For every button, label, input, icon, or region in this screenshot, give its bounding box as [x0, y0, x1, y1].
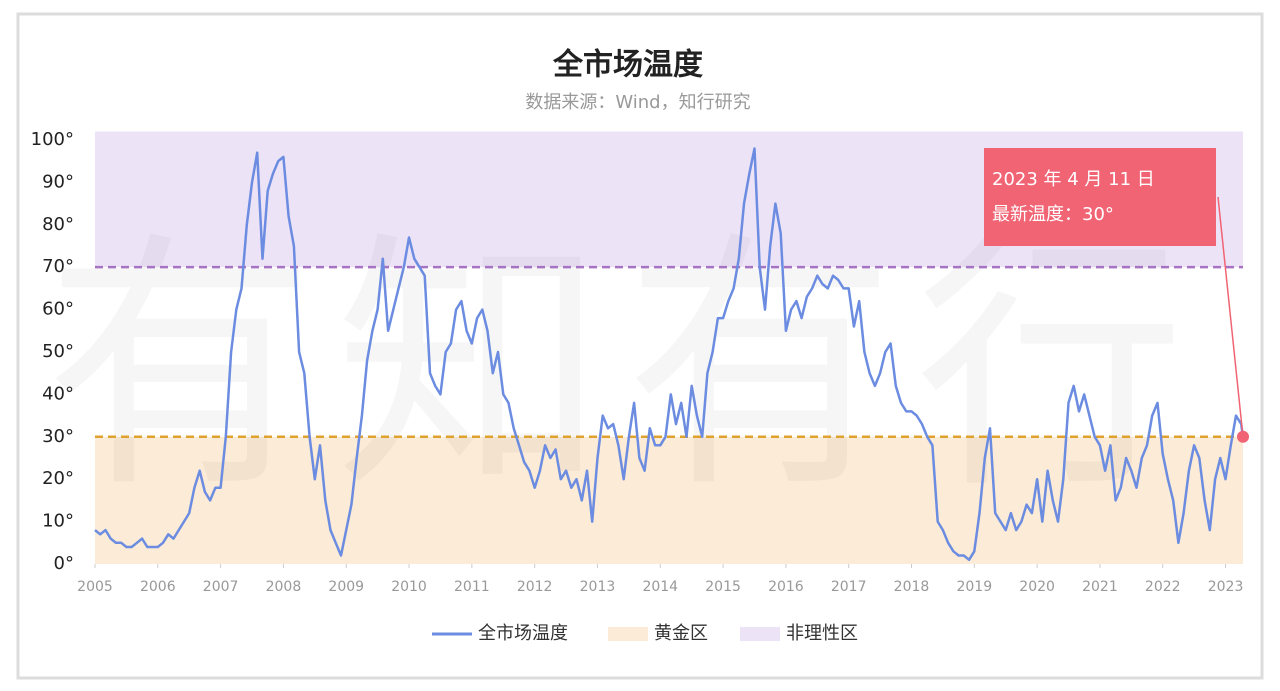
legend-swatch — [740, 627, 780, 641]
y-tick-label: 70° — [42, 256, 74, 277]
legend-label: 全市场温度 — [478, 623, 568, 644]
x-tick-label: 2008 — [266, 579, 302, 595]
annotation-box — [984, 148, 1216, 246]
chart-subtitle: 数据来源：Wind，知行研究 — [525, 92, 750, 113]
chart-title: 全市场温度 — [552, 48, 703, 83]
y-tick-label: 90° — [42, 171, 74, 192]
legend-label: 黄金区 — [654, 623, 708, 644]
legend-swatch — [608, 627, 648, 641]
y-tick-label: 0° — [54, 553, 74, 574]
latest-point — [1237, 430, 1249, 443]
y-tick-label: 50° — [42, 341, 74, 362]
y-tick-label: 30° — [42, 426, 74, 447]
y-tick-label: 100° — [31, 129, 74, 150]
y-tick-label: 20° — [42, 468, 74, 489]
x-tick-label: 2007 — [203, 579, 239, 595]
y-tick-label: 80° — [42, 214, 74, 235]
annotation-text: 2023 年 4 月 11 日 — [992, 169, 1155, 190]
annotation-text: 最新温度：30° — [992, 204, 1114, 225]
x-tick-label: 2005 — [77, 579, 113, 595]
legend-label: 非理性区 — [786, 623, 858, 644]
x-tick-label: 2013 — [580, 579, 616, 595]
x-tick-label: 2010 — [391, 579, 427, 595]
x-tick-label: 2006 — [140, 579, 176, 595]
y-tick-label: 60° — [42, 299, 74, 320]
x-tick-label: 2009 — [328, 579, 364, 595]
x-tick-label: 2019 — [956, 579, 992, 595]
temperature-line — [94, 147, 1245, 562]
x-tick-label: 2018 — [894, 579, 930, 595]
x-tick-label: 2020 — [1019, 579, 1055, 595]
x-tick-label: 2017 — [831, 579, 867, 595]
x-tick-label: 2014 — [642, 579, 678, 595]
y-tick-label: 40° — [42, 383, 74, 404]
y-tick-label: 10° — [42, 511, 74, 532]
x-tick-label: 2011 — [454, 579, 490, 595]
x-tick-label: 2023 — [1208, 579, 1244, 595]
x-tick-label: 2015 — [705, 579, 741, 595]
annotation-connector — [1217, 196, 1244, 437]
x-tick-label: 2012 — [517, 579, 553, 595]
x-tick-label: 2016 — [768, 579, 804, 595]
x-tick-label: 2021 — [1082, 579, 1118, 595]
frame — [16, 12, 1264, 680]
x-tick-label: 2022 — [1145, 579, 1181, 595]
